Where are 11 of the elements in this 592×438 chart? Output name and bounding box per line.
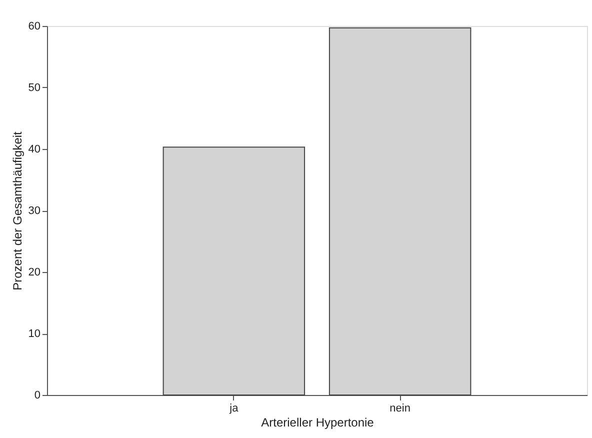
y-tick-label: 20 bbox=[28, 266, 40, 278]
y-tick-label: 30 bbox=[28, 205, 40, 217]
x-tick-label: ja bbox=[228, 402, 240, 414]
y-tick-label: 50 bbox=[28, 82, 40, 94]
y-tick-label: 40 bbox=[28, 144, 40, 156]
x-axis-title: Arterieller Hypertonie bbox=[261, 416, 374, 430]
y-tick-label: 0 bbox=[34, 390, 40, 402]
x-tick-label: nein bbox=[390, 402, 410, 414]
y-tick-label: 60 bbox=[28, 20, 40, 32]
y-tick-label: 10 bbox=[28, 328, 40, 340]
y-axis-title: Prozent der Gesamthäufigkeit bbox=[10, 130, 24, 290]
